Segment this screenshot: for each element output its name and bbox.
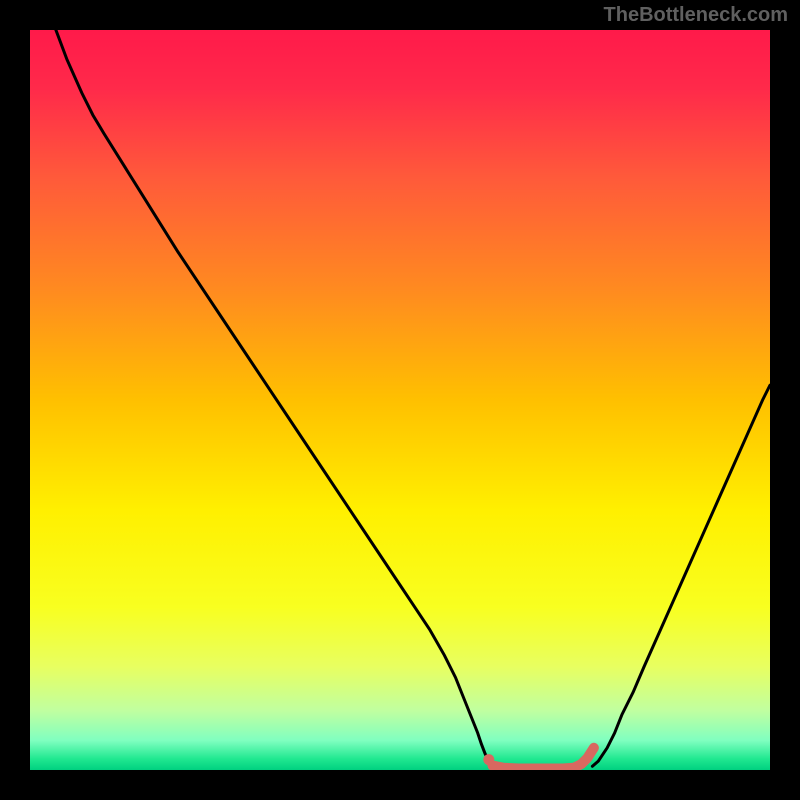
gradient-background (30, 30, 770, 770)
attribution-label: TheBottleneck.com (604, 4, 788, 27)
chart-container: TheBottleneck.com (0, 0, 800, 800)
highlight-dot (483, 754, 494, 765)
chart-svg (30, 30, 770, 770)
